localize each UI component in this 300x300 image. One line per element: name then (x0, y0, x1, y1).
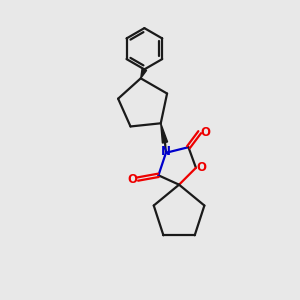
Text: O: O (200, 126, 210, 139)
Polygon shape (141, 68, 147, 78)
Text: O: O (128, 172, 138, 186)
Text: N: N (161, 145, 171, 158)
Text: O: O (196, 161, 206, 174)
Polygon shape (161, 123, 168, 143)
